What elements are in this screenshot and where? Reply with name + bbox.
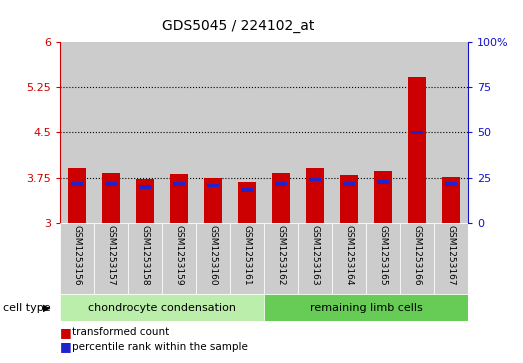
Bar (445, 182, 457, 185)
Text: GSM1253161: GSM1253161 (243, 225, 252, 286)
Bar (60, 42, 94, 223)
Bar (128, 223, 162, 294)
Text: GSM1253166: GSM1253166 (413, 225, 422, 286)
Bar (434, 42, 468, 223)
Bar (196, 42, 230, 223)
Bar (230, 223, 264, 294)
Bar (264, 42, 298, 223)
Bar (309, 178, 321, 182)
Text: GSM1253164: GSM1253164 (345, 225, 354, 286)
Bar (207, 184, 219, 187)
Bar (204, 178, 222, 223)
Bar (102, 173, 120, 223)
Text: GDS5045 / 224102_at: GDS5045 / 224102_at (162, 19, 314, 33)
Text: ■: ■ (60, 326, 72, 339)
Text: transformed count: transformed count (72, 327, 169, 337)
Bar (170, 174, 188, 223)
Text: GSM1253162: GSM1253162 (277, 225, 286, 286)
Text: GSM1253165: GSM1253165 (379, 225, 388, 286)
Bar (340, 175, 358, 223)
Bar (94, 42, 128, 223)
Bar (298, 223, 332, 294)
Bar (71, 182, 83, 185)
Text: GSM1253159: GSM1253159 (175, 225, 184, 286)
Bar (408, 77, 426, 223)
Bar (264, 294, 468, 321)
Text: cell type: cell type (3, 303, 50, 313)
Text: percentile rank within the sample: percentile rank within the sample (72, 342, 248, 352)
Bar (332, 223, 366, 294)
Bar (105, 182, 117, 185)
Text: GSM1253156: GSM1253156 (73, 225, 82, 286)
Bar (306, 168, 324, 223)
Bar (442, 177, 460, 223)
Text: chondrocyte condensation: chondrocyte condensation (88, 303, 236, 313)
Bar (343, 182, 355, 185)
Bar (162, 42, 196, 223)
Bar (298, 42, 332, 223)
Text: GSM1253158: GSM1253158 (141, 225, 150, 286)
Bar (136, 179, 154, 223)
Bar (68, 168, 86, 223)
Bar (272, 173, 290, 223)
Bar (400, 42, 434, 223)
Bar (366, 42, 400, 223)
Bar (332, 42, 366, 223)
Bar (128, 42, 162, 223)
Bar (377, 180, 389, 184)
Text: GSM1253163: GSM1253163 (311, 225, 320, 286)
Bar (275, 182, 287, 185)
Bar (162, 223, 196, 294)
Bar (366, 223, 400, 294)
Text: GSM1253167: GSM1253167 (447, 225, 456, 286)
Text: GSM1253157: GSM1253157 (107, 225, 116, 286)
Bar (173, 182, 185, 185)
Bar (139, 185, 151, 189)
Bar (264, 223, 298, 294)
Bar (196, 223, 230, 294)
Text: GSM1253160: GSM1253160 (209, 225, 218, 286)
Bar (400, 223, 434, 294)
Bar (94, 223, 128, 294)
Bar (60, 223, 94, 294)
Bar (411, 131, 423, 134)
Text: ▶: ▶ (43, 303, 51, 313)
Bar (230, 42, 264, 223)
Bar (60, 294, 264, 321)
Text: remaining limb cells: remaining limb cells (310, 303, 423, 313)
Bar (434, 223, 468, 294)
Bar (374, 171, 392, 223)
Text: ■: ■ (60, 340, 72, 353)
Bar (238, 182, 256, 223)
Bar (241, 188, 253, 192)
